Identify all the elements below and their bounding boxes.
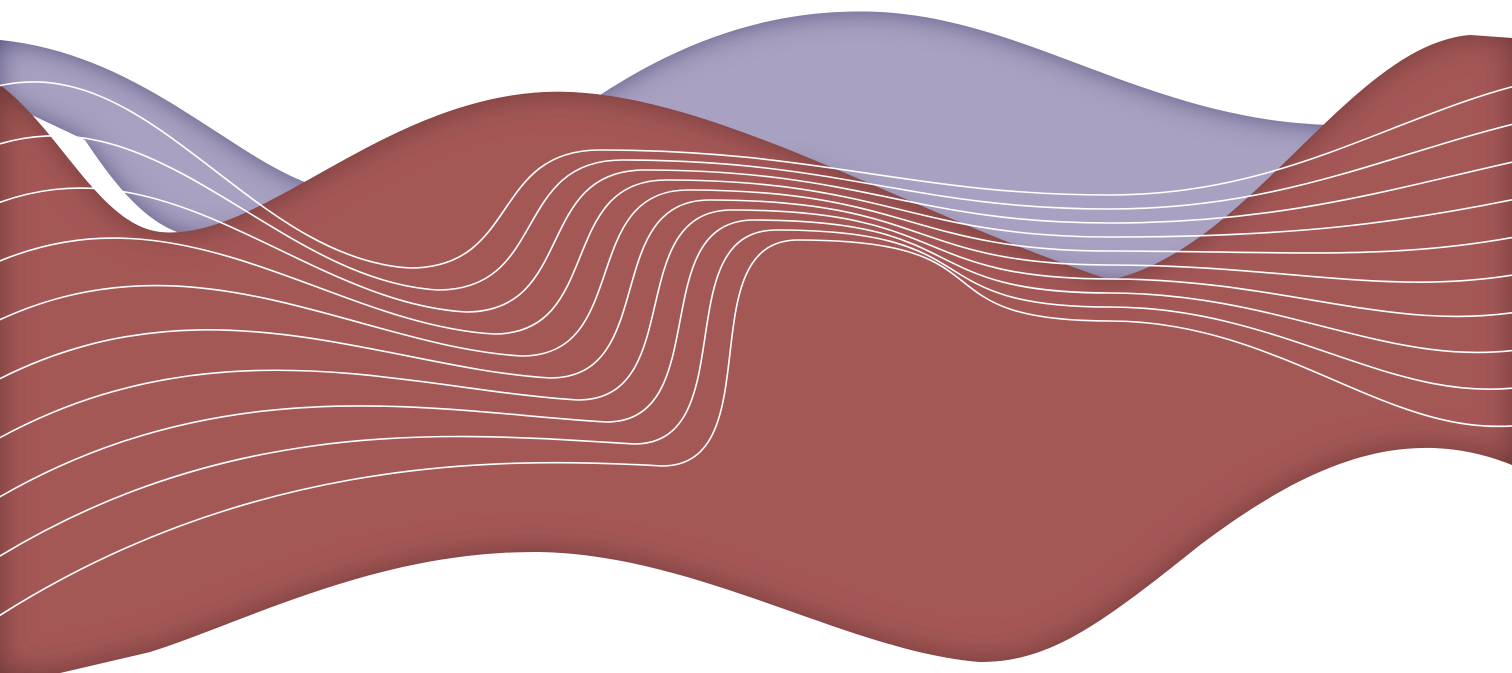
red-wave: [0, 35, 1512, 673]
white-line: [0, 189, 1512, 357]
white-line: [0, 161, 1512, 313]
white-line: [0, 81, 1512, 269]
white-line: [0, 239, 1512, 617]
white-lines: [0, 81, 1512, 617]
white-line: [0, 123, 1512, 291]
white-line: [0, 219, 1512, 498]
white-line: [0, 209, 1512, 439]
white-line: [0, 199, 1512, 380]
white-line: [0, 179, 1512, 335]
white-line: [0, 229, 1512, 557]
